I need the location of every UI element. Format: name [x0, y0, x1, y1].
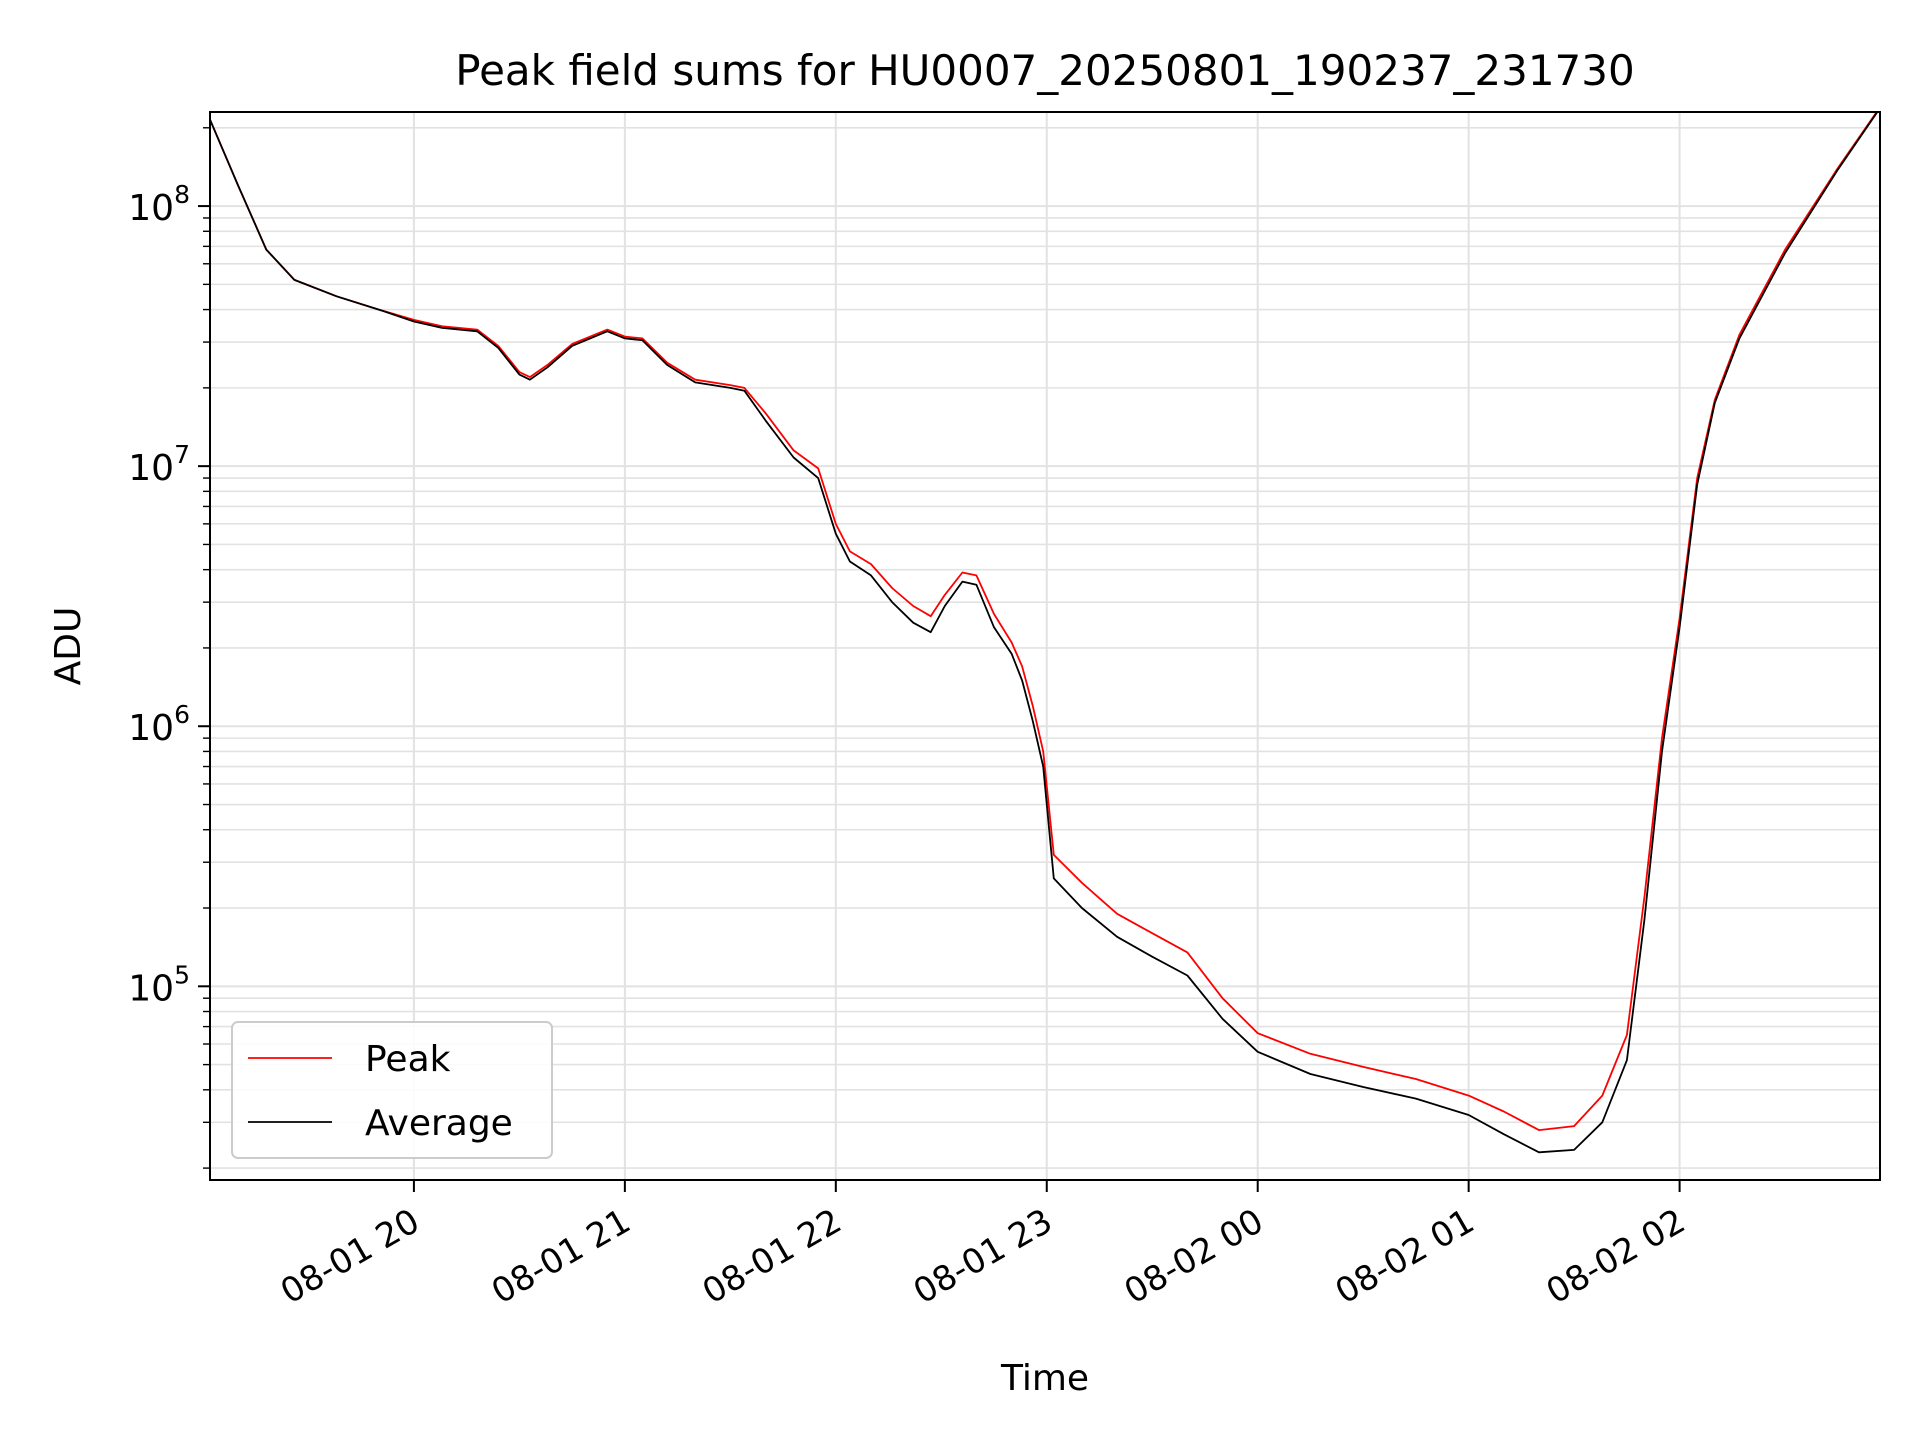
y-tick-label: 108 — [128, 180, 190, 229]
y-tick-label: 106 — [128, 700, 190, 749]
plot-frame — [209, 111, 1881, 1181]
series-line-average — [210, 112, 1879, 1154]
series-line-peak — [210, 112, 1878, 1131]
legend-box — [231, 1021, 553, 1159]
x-axis-label: Time — [1000, 1358, 1089, 1399]
series-layer — [210, 112, 1879, 1154]
legend-label-average: Average — [365, 1103, 513, 1144]
y-tick-label: 105 — [128, 960, 190, 1009]
y-axis: 105 106 107 108 — [128, 127, 210, 1169]
y-tick-label: 107 — [128, 440, 190, 489]
y-axis-label: ADU — [48, 607, 89, 686]
chart-title: Peak field sums for HU0007_20250801_1902… — [455, 46, 1634, 95]
legend-label-peak: Peak — [365, 1039, 451, 1080]
legend: Peak Average — [231, 1021, 553, 1159]
